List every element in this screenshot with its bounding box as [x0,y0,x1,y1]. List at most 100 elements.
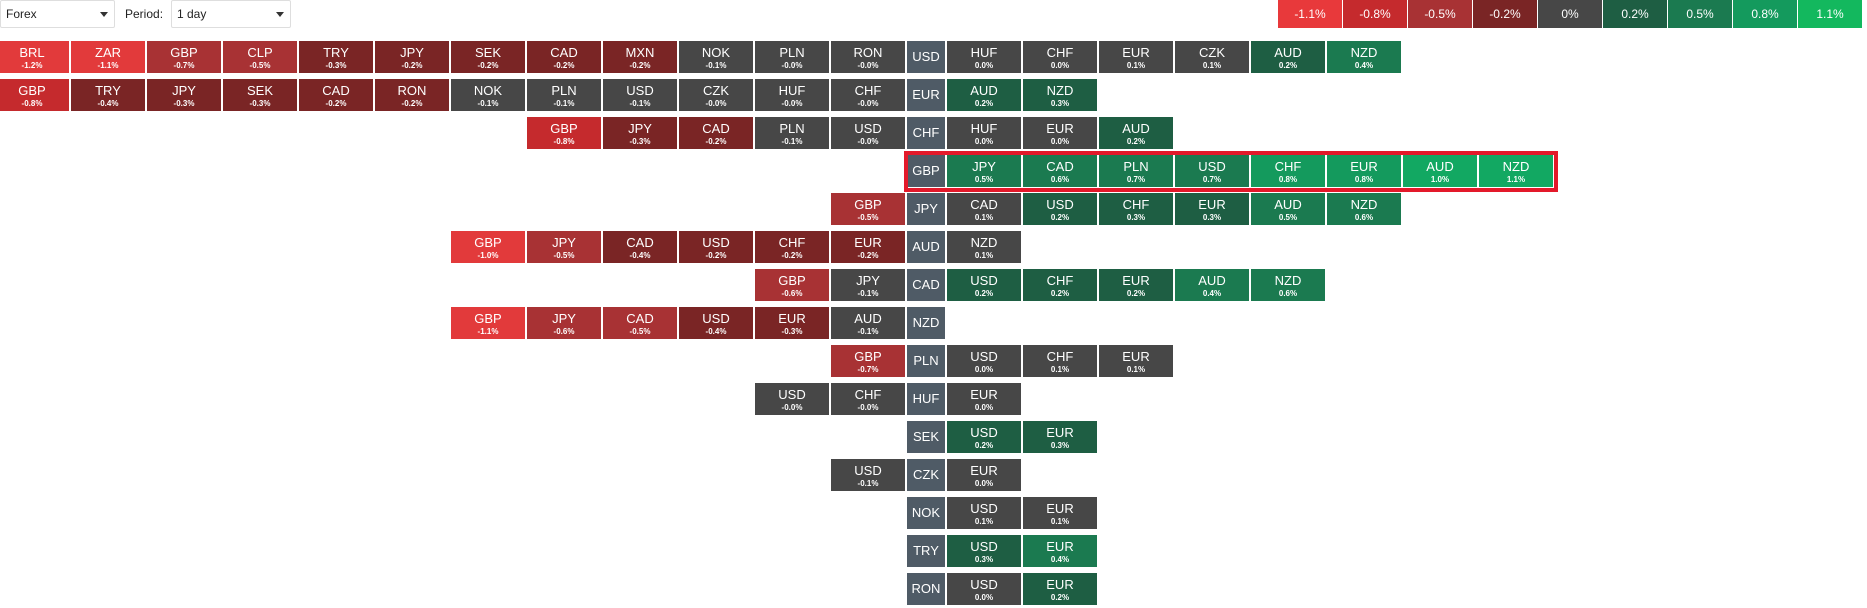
pair-cell[interactable]: JPY -0.1% [830,268,906,302]
pair-cell[interactable]: EUR 0.3% [1174,192,1250,226]
pair-cell[interactable]: AUD 0.2% [1250,40,1326,74]
pair-cell[interactable]: EUR 0.8% [1326,154,1402,188]
pair-cell[interactable]: CHF 0.3% [1098,192,1174,226]
pair-cell[interactable]: USD 0.0% [946,572,1022,606]
pair-cell[interactable]: CHF 0.0% [1022,40,1098,74]
pair-cell[interactable]: CLP -0.5% [222,40,298,74]
pair-cell[interactable]: AUD -0.1% [830,306,906,340]
pair-currency: CHF [1046,45,1074,60]
market-select[interactable]: Forex [0,0,115,28]
pair-cell[interactable]: NZD 1.1% [1478,154,1554,188]
pair-cell[interactable]: CHF 0.8% [1250,154,1326,188]
pair-cell[interactable]: NZD 0.6% [1250,268,1326,302]
pair-cell[interactable]: JPY -0.2% [374,40,450,74]
pair-cell[interactable]: JPY -0.6% [526,306,602,340]
pair-cell[interactable]: CAD -0.4% [602,230,678,264]
pair-cell[interactable]: USD -0.4% [678,306,754,340]
pair-cell[interactable]: GBP -0.7% [146,40,222,74]
pair-cell[interactable]: NOK -0.1% [678,40,754,74]
pair-cell[interactable]: USD 0.7% [1174,154,1250,188]
pair-cell[interactable]: SEK -0.3% [222,78,298,112]
pair-change: 0.1% [1050,517,1070,526]
pair-cell[interactable]: GBP -1.0% [450,230,526,264]
pair-cell[interactable]: JPY -0.3% [602,116,678,150]
pair-cell[interactable]: ZAR -1.1% [70,40,146,74]
pair-cell[interactable]: EUR 0.2% [1022,572,1098,606]
pair-cell[interactable]: USD 0.1% [946,496,1022,530]
pair-cell[interactable]: AUD 1.0% [1402,154,1478,188]
pair-cell[interactable]: EUR 0.4% [1022,534,1098,568]
pair-cell[interactable]: GBP -0.5% [830,192,906,226]
pair-cell[interactable]: HUF -0.0% [754,78,830,112]
pair-cell[interactable]: AUD 0.5% [1250,192,1326,226]
period-select[interactable]: 1 day [171,0,291,28]
pair-cell[interactable]: CAD -0.5% [602,306,678,340]
pair-cell[interactable]: CAD 0.1% [946,192,1022,226]
pair-currency: PLN [779,45,805,60]
pair-cell[interactable]: EUR -0.3% [754,306,830,340]
pair-cell[interactable]: EUR 0.0% [946,458,1022,492]
pair-cell[interactable]: CAD 0.6% [1022,154,1098,188]
pair-cell[interactable]: JPY 0.5% [946,154,1022,188]
pair-cell[interactable]: GBP -0.8% [526,116,602,150]
pair-currency: AUD [1122,121,1150,136]
pair-cell[interactable]: JPY -0.3% [146,78,222,112]
pair-cell[interactable]: EUR -0.2% [830,230,906,264]
pair-cell[interactable]: NOK -0.1% [450,78,526,112]
pair-cell[interactable]: CZK -0.0% [678,78,754,112]
pair-cell[interactable]: PLN -0.0% [754,40,830,74]
pair-cell[interactable]: PLN -0.1% [526,78,602,112]
pair-cell[interactable]: NZD 0.4% [1326,40,1402,74]
pair-cell[interactable]: USD 0.2% [946,420,1022,454]
pair-cell[interactable]: GBP -1.1% [450,306,526,340]
pair-cell[interactable]: USD -0.0% [830,116,906,150]
pair-cell[interactable]: USD -0.2% [678,230,754,264]
pair-cell[interactable]: USD 0.3% [946,534,1022,568]
pair-cell[interactable]: AUD 0.2% [946,78,1022,112]
pair-cell[interactable]: MXN -0.2% [602,40,678,74]
pair-cell[interactable]: AUD 0.2% [1098,116,1174,150]
pair-change: -0.0% [857,403,879,412]
pair-cell[interactable]: PLN 0.7% [1098,154,1174,188]
pair-cell[interactable]: CHF 0.2% [1022,268,1098,302]
pair-cell[interactable]: AUD 0.4% [1174,268,1250,302]
pair-cell[interactable]: HUF 0.0% [946,40,1022,74]
pair-cell[interactable]: EUR 0.0% [1022,116,1098,150]
pair-cell[interactable]: GBP -0.7% [830,344,906,378]
pair-cell[interactable]: TRY -0.4% [70,78,146,112]
pair-cell[interactable]: EUR 0.3% [1022,420,1098,454]
pair-cell[interactable]: GBP -0.6% [754,268,830,302]
pair-cell[interactable]: CHF -0.2% [754,230,830,264]
pair-cell[interactable]: CAD -0.2% [678,116,754,150]
pair-cell[interactable]: USD 0.2% [1022,192,1098,226]
pair-cell[interactable]: EUR 0.1% [1022,496,1098,530]
pair-cell[interactable]: CHF 0.1% [1022,344,1098,378]
pair-cell[interactable]: USD -0.0% [754,382,830,416]
pair-cell[interactable]: SEK -0.2% [450,40,526,74]
pair-cell[interactable]: CZK 0.1% [1174,40,1250,74]
pair-cell[interactable]: NZD 0.6% [1326,192,1402,226]
pair-cell[interactable]: EUR 0.1% [1098,344,1174,378]
pair-change: -0.1% [553,99,575,108]
pair-cell[interactable]: USD 0.2% [946,268,1022,302]
pair-cell[interactable]: JPY -0.5% [526,230,602,264]
pair-cell[interactable]: USD -0.1% [830,458,906,492]
pair-cell[interactable]: HUF 0.0% [946,116,1022,150]
pair-cell[interactable]: EUR 0.0% [946,382,1022,416]
pair-cell[interactable]: NZD 0.1% [946,230,1022,264]
pair-cell[interactable]: EUR 0.1% [1098,40,1174,74]
pair-cell[interactable]: EUR 0.2% [1098,268,1174,302]
pair-cell[interactable]: NZD 0.3% [1022,78,1098,112]
pair-cell[interactable]: CAD -0.2% [298,78,374,112]
pair-cell[interactable]: TRY -0.3% [298,40,374,74]
pair-cell[interactable]: CAD -0.2% [526,40,602,74]
pair-cell[interactable]: RON -0.0% [830,40,906,74]
pair-cell[interactable]: PLN -0.1% [754,116,830,150]
pair-cell[interactable]: GBP -0.8% [0,78,70,112]
pair-cell[interactable]: CHF -0.0% [830,382,906,416]
pair-cell[interactable]: BRL -1.2% [0,40,70,74]
pair-cell[interactable]: RON -0.2% [374,78,450,112]
pair-cell[interactable]: USD -0.1% [602,78,678,112]
pair-cell[interactable]: CHF -0.0% [830,78,906,112]
pair-cell[interactable]: USD 0.0% [946,344,1022,378]
